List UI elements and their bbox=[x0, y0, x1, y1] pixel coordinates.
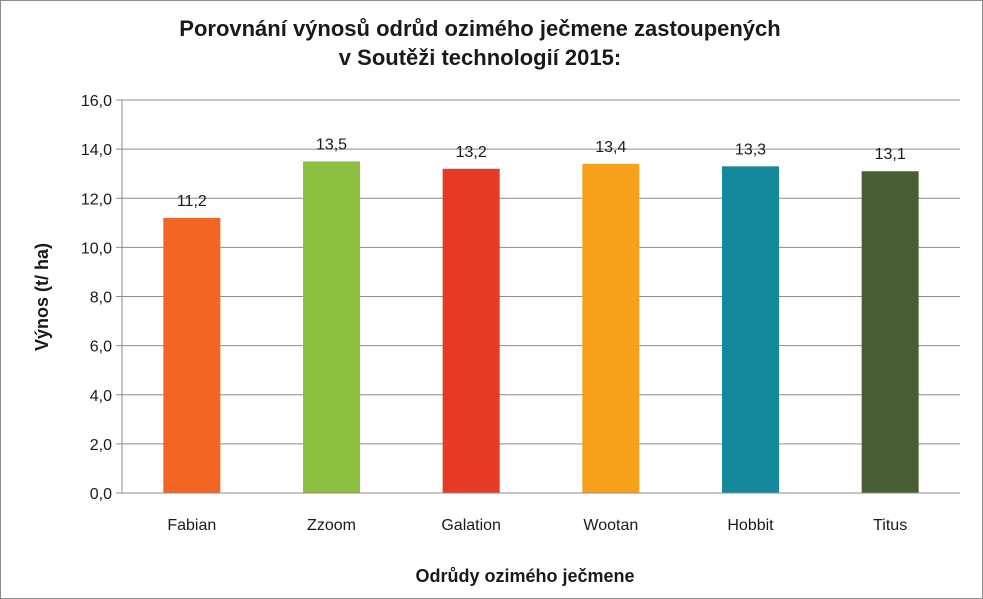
y-tick-label: 8,0 bbox=[90, 290, 112, 307]
y-axis-title: Výnos (t/ ha) bbox=[32, 243, 52, 351]
y-tick-label: 2,0 bbox=[90, 437, 112, 454]
y-tick-label: 12,0 bbox=[81, 191, 112, 208]
bar-galation bbox=[442, 168, 500, 493]
bar-hobbit bbox=[722, 166, 779, 493]
gridlines bbox=[122, 99, 960, 445]
y-tick-label: 10,0 bbox=[81, 240, 112, 257]
x-axis-title: Odrůdy ozimého ječmene bbox=[415, 566, 634, 586]
y-tick-label: 14,0 bbox=[81, 142, 112, 159]
data-label-galation: 13,2 bbox=[456, 144, 487, 161]
data-label-wootan: 13,4 bbox=[595, 139, 626, 156]
data-label-hobbit: 13,3 bbox=[735, 141, 766, 158]
data-label-fabian: 11,2 bbox=[177, 193, 207, 210]
y-tick-label: 4,0 bbox=[90, 388, 112, 405]
bars bbox=[163, 161, 919, 494]
data-label-zzoom: 13,5 bbox=[316, 136, 347, 153]
x-tick-label-titus: Titus bbox=[873, 517, 907, 534]
axes bbox=[116, 99, 960, 494]
labels: 0,0 2,0 4,0 6,0 8,0 10,0 12,0 14,0 16,0 11,2 Fabia… bbox=[81, 93, 907, 534]
bar-wootan bbox=[582, 163, 640, 494]
data-label-titus: 13,1 bbox=[875, 146, 906, 163]
bar-titus bbox=[861, 171, 919, 493]
bar-zzoom bbox=[303, 161, 360, 493]
chart-title: Porovnání výnosů odrůd ozimého ječmene z… bbox=[179, 16, 781, 70]
x-tick-label-fabian: Fabian bbox=[167, 517, 216, 534]
bar-fabian bbox=[163, 217, 221, 493]
y-tick-label: 6,0 bbox=[90, 339, 112, 356]
x-tick-label-hobbit: Hobbit bbox=[727, 517, 774, 534]
y-tick-label: 0,0 bbox=[90, 486, 112, 503]
x-tick-label-zzoom: Zzoom bbox=[307, 517, 356, 534]
x-tick-label-galation: Galation bbox=[441, 517, 501, 534]
y-tick-label: 16,0 bbox=[81, 93, 112, 110]
x-tick-label-wootan: Wootan bbox=[583, 517, 638, 534]
